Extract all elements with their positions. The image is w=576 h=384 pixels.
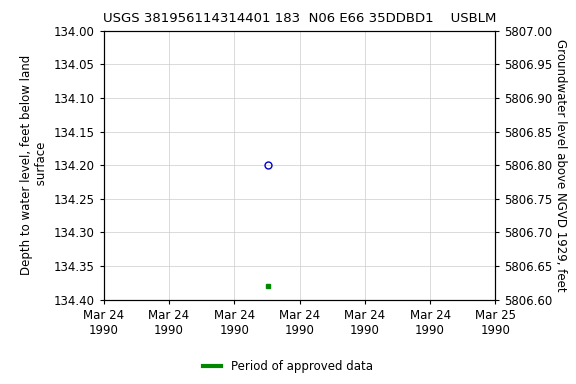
Y-axis label: Depth to water level, feet below land
 surface: Depth to water level, feet below land su… <box>20 55 48 275</box>
Title: USGS 381956114314401 183  N06 E66 35DDBD1    USBLM: USGS 381956114314401 183 N06 E66 35DDBD1… <box>103 12 496 25</box>
Y-axis label: Groundwater level above NGVD 1929, feet: Groundwater level above NGVD 1929, feet <box>554 39 567 291</box>
Legend: Period of approved data: Period of approved data <box>199 356 377 378</box>
